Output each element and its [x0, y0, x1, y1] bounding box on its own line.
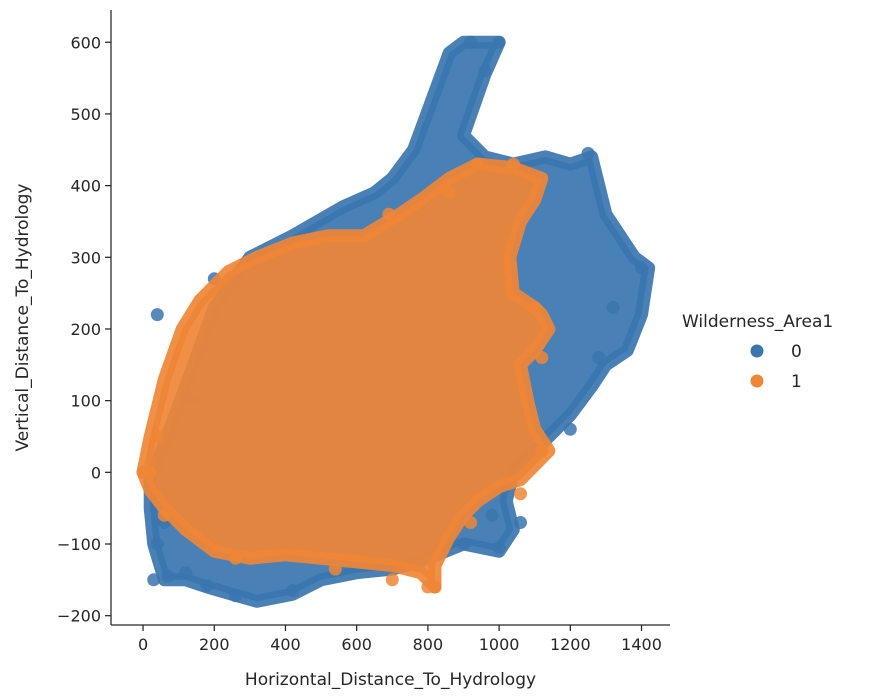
y-tick-label: −100	[57, 535, 101, 554]
series-0-point	[492, 541, 506, 555]
series-0-point	[464, 35, 478, 49]
y-tick-label: 500	[70, 105, 101, 124]
y-tick-label: 400	[70, 177, 101, 196]
legend-marker-0	[750, 344, 764, 358]
series-0-point	[179, 566, 193, 580]
series-1-cloud-0	[136, 157, 556, 594]
data-layer	[136, 35, 656, 608]
series-1	[136, 157, 556, 594]
series-0-point	[161, 569, 175, 583]
series-1-point	[328, 562, 342, 576]
series-0-point	[147, 573, 161, 587]
y-tick-label: 600	[70, 33, 101, 52]
x-tick-label: 800	[413, 635, 444, 654]
series-0-point	[514, 516, 527, 529]
series-1-point	[382, 207, 396, 221]
x-ticks: 0 200 400 600 800 1000 1200 1400	[138, 625, 662, 654]
series-0-point	[563, 422, 577, 436]
series-1-point	[385, 573, 399, 587]
series-0-point	[492, 35, 506, 49]
series-0-point	[286, 584, 300, 598]
series-1-point	[229, 551, 243, 565]
y-axis-label: Vertical_Distance_To_Hydrology	[13, 184, 33, 452]
series-0-point	[150, 308, 164, 322]
series-1-point	[442, 186, 456, 200]
series-0-point	[150, 537, 164, 551]
y-tick-label: 300	[70, 248, 101, 267]
x-tick-label: 200	[199, 635, 230, 654]
series-1-point	[464, 516, 478, 529]
legend-label-0: 0	[791, 342, 802, 362]
legend-title: Wilderness_Area1	[682, 312, 833, 332]
series-1-point	[506, 157, 520, 171]
series-0-point	[581, 146, 595, 160]
series-0-point	[478, 64, 492, 78]
series-0-point	[485, 508, 499, 522]
legend-marker-1	[750, 374, 764, 388]
series-0-point	[635, 261, 648, 275]
series-0-point	[200, 579, 214, 593]
series-0-point	[592, 351, 606, 365]
series-1-point	[143, 465, 157, 479]
series-1-point	[157, 508, 171, 522]
x-tick-label: 1000	[479, 635, 520, 654]
axes: 0 200 400 600 800 1000 1200 1400 −200 −100 0 100 20…	[13, 10, 670, 690]
series-0-point	[229, 589, 243, 603]
y-tick-label: −200	[57, 607, 101, 626]
series-1-point	[514, 487, 527, 501]
y-tick-label: 200	[70, 320, 101, 339]
series-1-point	[150, 430, 164, 443]
legend-label-1: 1	[791, 372, 802, 392]
legend: Wilderness_Area1 0 1	[682, 312, 833, 392]
x-tick-label: 1200	[550, 635, 591, 654]
series-1-point	[535, 444, 549, 458]
x-tick-label: 400	[270, 635, 301, 654]
y-tick-label: 100	[70, 392, 101, 411]
y-tick-label: 0	[91, 463, 101, 482]
x-axis-label: Horizontal_Distance_To_Hydrology	[245, 670, 536, 690]
series-1-point	[535, 351, 549, 365]
series-1-point	[428, 580, 442, 594]
y-ticks: −200 −100 0 100 200 300 400 500 600	[57, 33, 111, 626]
series-1-point	[528, 301, 542, 314]
series-0-point	[457, 537, 470, 551]
x-tick-label: 0	[138, 635, 148, 654]
x-tick-label: 600	[341, 635, 372, 654]
series-1-point	[471, 157, 485, 171]
series-0-point	[606, 301, 620, 314]
x-tick-label: 1400	[621, 635, 662, 654]
